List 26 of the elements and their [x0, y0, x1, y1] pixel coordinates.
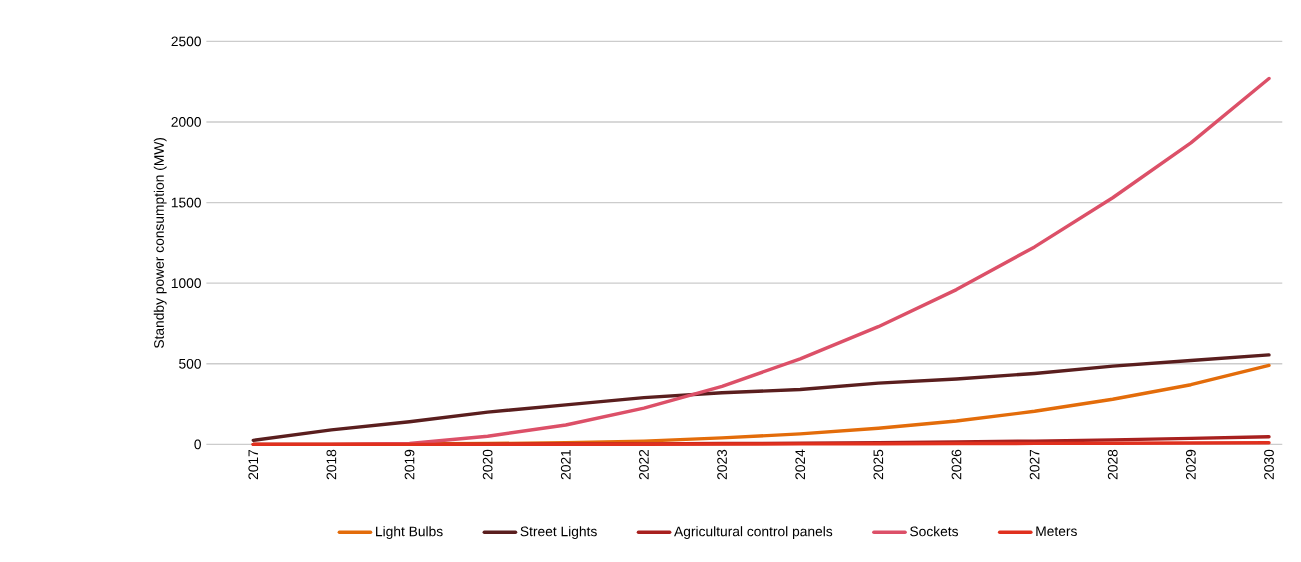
x-tick-label: 2018: [326, 450, 337, 480]
y-tick-label: 1500: [171, 197, 201, 208]
y-tick-label: 2000: [171, 117, 201, 128]
x-tick-label: 2020: [482, 449, 493, 480]
x-tick-label: 2023: [717, 450, 727, 480]
x-tick-label: 2025: [873, 449, 884, 480]
x-tick-label: 2027: [1029, 450, 1040, 480]
y-axis-title: Standby power consumption (MW): [153, 138, 167, 349]
x-tick-label: 2029: [1185, 450, 1196, 480]
y-tick-label: 500: [179, 359, 201, 369]
legend-label: Light Bulbs: [376, 526, 443, 540]
x-tick-label: 2026: [951, 450, 962, 480]
x-tick-label: 2030: [1264, 449, 1274, 480]
x-tick-label: 2022: [639, 450, 649, 480]
legend-label: Meters: [1036, 526, 1077, 537]
x-tick-label: 2028: [1107, 450, 1118, 480]
x-tick-label: 2024: [795, 449, 806, 480]
legend-label: Street Lights: [520, 526, 597, 540]
legend-label: Agricultural control panels: [674, 526, 833, 540]
y-tick-label: 1000: [171, 278, 201, 289]
x-tick-label: 2021: [560, 450, 571, 480]
x-tick-label: 2019: [404, 450, 415, 480]
legend-label: Sockets: [910, 526, 959, 537]
y-tick-label: 2500: [171, 36, 201, 47]
y-tick-label: 0: [194, 439, 201, 450]
x-tick-label: 2017: [248, 450, 259, 480]
